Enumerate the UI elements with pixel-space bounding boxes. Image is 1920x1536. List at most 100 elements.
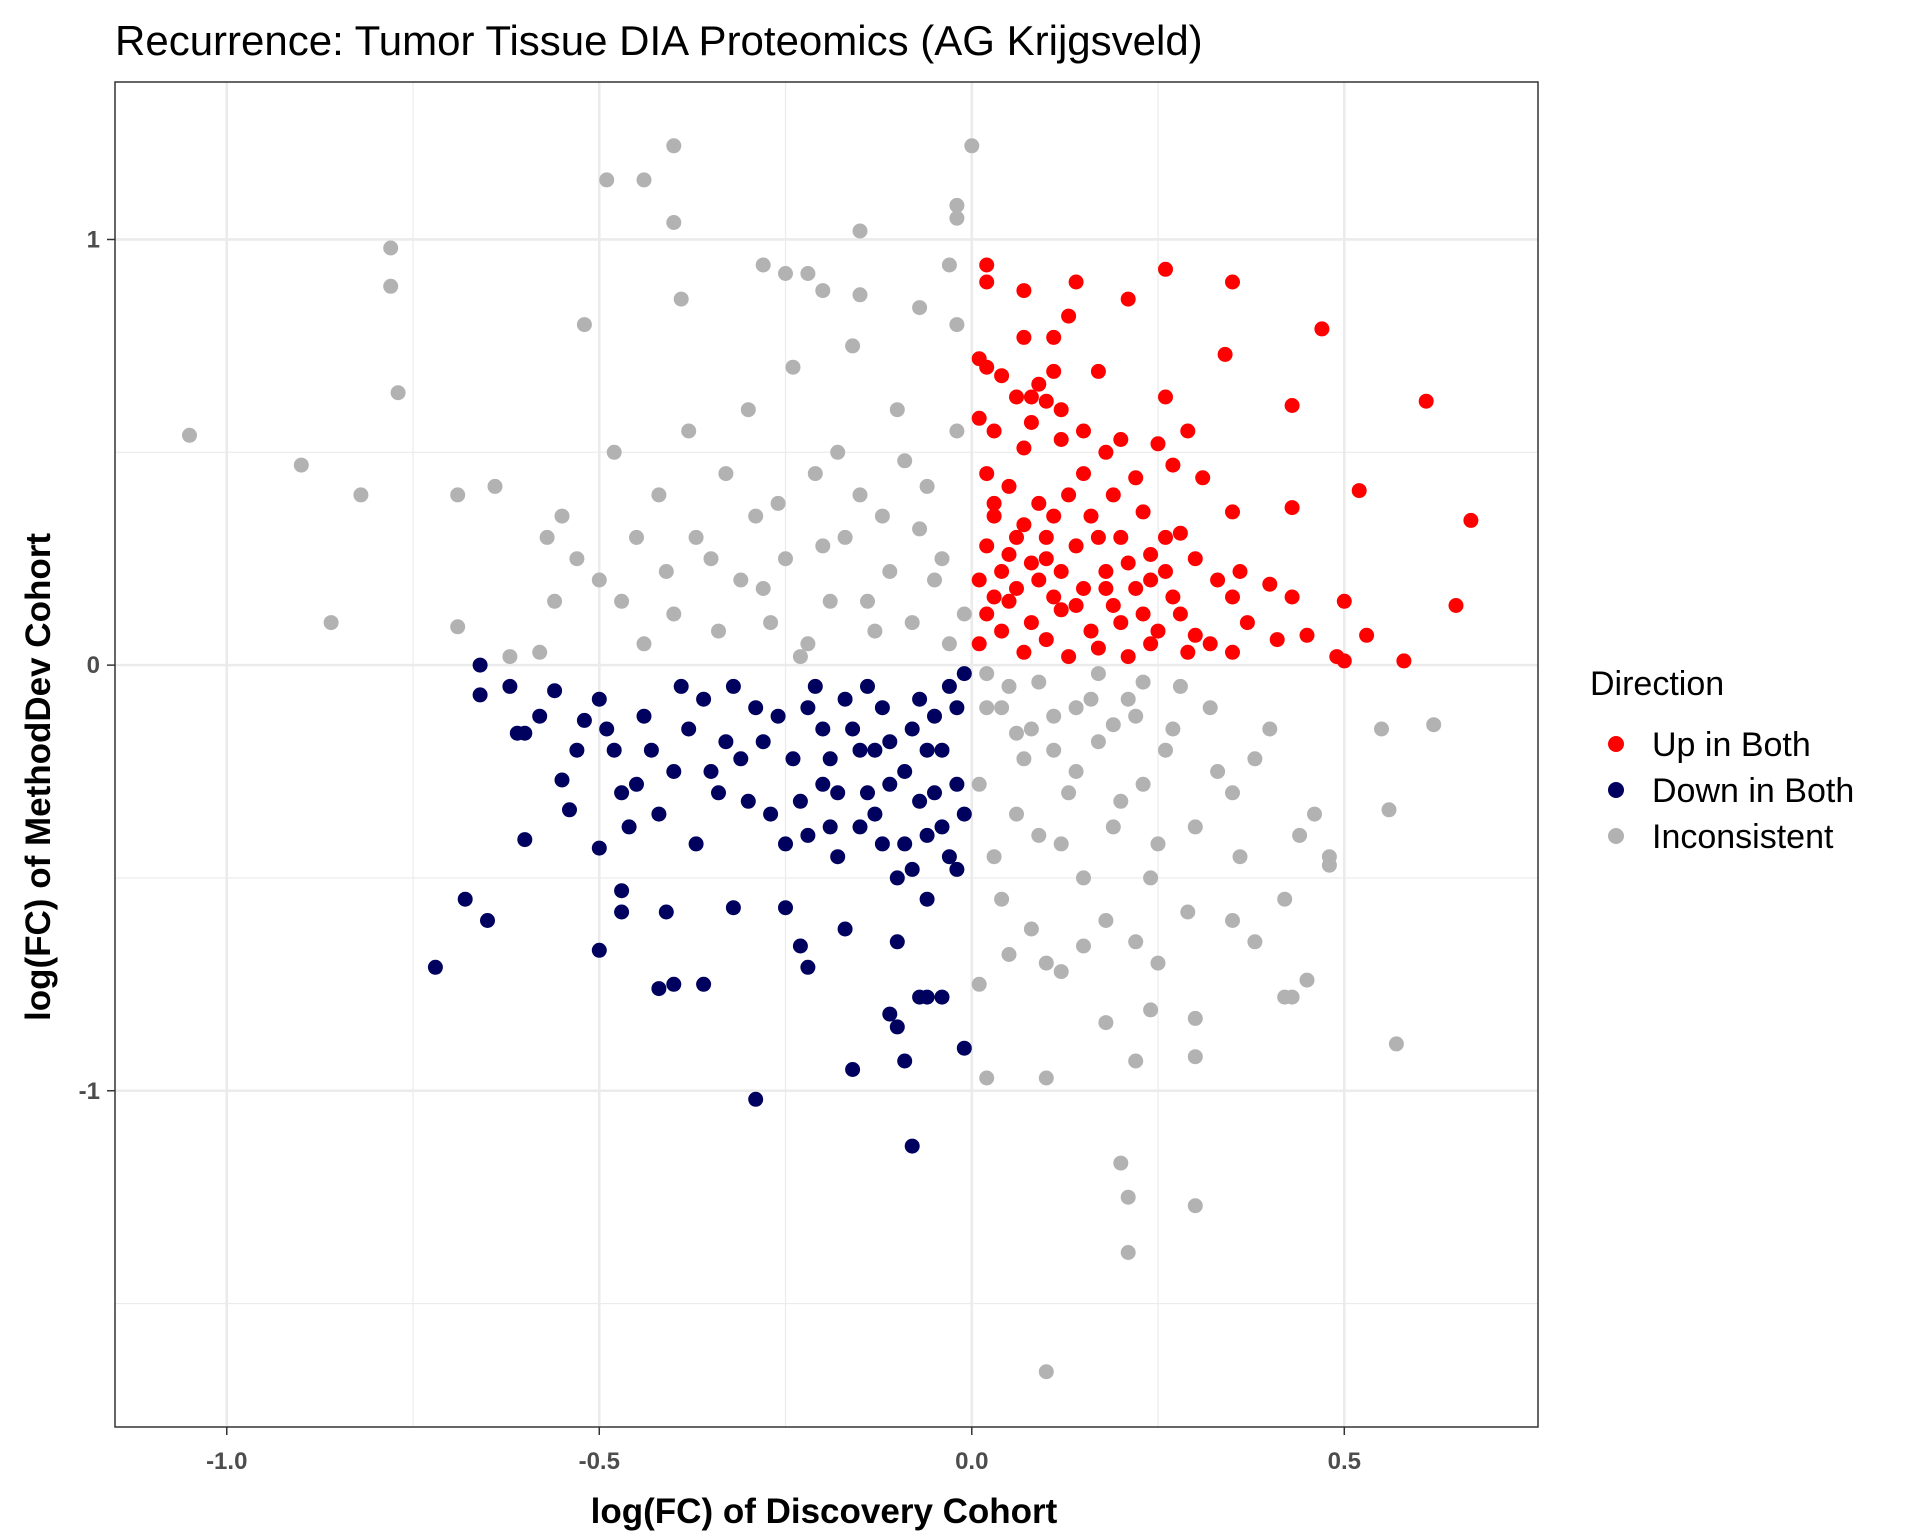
data-point <box>1187 1010 1203 1026</box>
data-point <box>830 785 846 801</box>
data-point <box>1292 827 1308 843</box>
data-point <box>1053 964 1069 980</box>
data-point <box>882 776 898 792</box>
data-point <box>1299 627 1315 643</box>
data-point <box>1090 529 1106 545</box>
data-point <box>1158 742 1173 758</box>
data-point <box>1038 551 1054 567</box>
data-point <box>1396 653 1412 669</box>
data-point <box>450 619 466 635</box>
data-point <box>673 678 689 694</box>
data-point <box>1180 423 1196 439</box>
data-point <box>725 900 741 916</box>
data-point <box>800 827 816 843</box>
data-point <box>614 904 630 920</box>
data-point <box>897 453 913 469</box>
data-point <box>1172 678 1188 694</box>
data-point <box>1418 393 1434 409</box>
data-point <box>956 1040 972 1056</box>
data-point <box>867 623 883 639</box>
data-point <box>1098 564 1114 579</box>
x-tick-label-1: -0.5 <box>579 1448 620 1475</box>
data-point <box>919 827 935 843</box>
data-point <box>800 266 816 281</box>
x-tick-label-3: 0.5 <box>1328 1448 1361 1475</box>
data-point <box>1038 393 1054 409</box>
data-point <box>1150 623 1166 639</box>
data-point <box>949 861 965 877</box>
data-point <box>383 278 399 294</box>
data-point <box>1009 725 1024 741</box>
data-point <box>1158 261 1173 277</box>
data-point <box>636 708 652 724</box>
data-point <box>979 666 995 682</box>
data-point <box>949 423 965 439</box>
x-axis-title: log(FC) of Discovery Cohort <box>591 1492 1058 1531</box>
data-point <box>800 700 816 716</box>
data-point <box>792 938 808 954</box>
data-point <box>1053 564 1069 579</box>
data-point <box>912 300 928 316</box>
data-point <box>755 581 771 596</box>
data-point <box>1009 581 1024 596</box>
data-point <box>591 840 607 856</box>
data-point <box>1061 308 1077 324</box>
data-point <box>1053 402 1069 418</box>
data-point <box>718 466 734 482</box>
data-point <box>1165 589 1181 605</box>
data-point <box>1090 734 1106 750</box>
data-point <box>599 172 615 188</box>
data-point <box>882 734 898 750</box>
data-point <box>1210 572 1226 588</box>
data-point <box>897 836 913 852</box>
data-point <box>852 819 868 835</box>
series-1 <box>427 657 972 1154</box>
data-point <box>1083 508 1099 524</box>
data-point <box>986 849 1002 865</box>
data-point <box>1113 432 1129 447</box>
data-point <box>986 589 1002 605</box>
data-point <box>576 712 592 728</box>
data-point <box>882 1006 898 1022</box>
data-point <box>1187 819 1203 835</box>
data-point <box>815 283 831 299</box>
y-axis-title: log(FC) of MethodDev Cohort <box>19 533 58 1021</box>
data-point <box>845 721 861 737</box>
data-point <box>1038 955 1054 971</box>
data-point <box>576 317 592 333</box>
data-point <box>979 466 995 482</box>
data-point <box>1001 547 1017 562</box>
data-point <box>852 287 868 303</box>
data-point <box>390 385 406 401</box>
data-point <box>964 138 980 154</box>
data-point <box>770 708 786 724</box>
data-point <box>1239 615 1255 631</box>
data-point <box>733 572 749 588</box>
data-point <box>1135 504 1151 520</box>
data-point <box>1307 806 1322 822</box>
data-point <box>1023 721 1039 737</box>
data-point <box>636 172 652 188</box>
data-point <box>1061 487 1077 503</box>
data-point <box>979 274 995 290</box>
data-point <box>1083 691 1099 707</box>
data-point <box>904 615 920 631</box>
data-point <box>1314 321 1330 337</box>
data-point <box>949 317 965 333</box>
data-point <box>897 1053 913 1069</box>
data-point <box>1105 819 1121 835</box>
data-point <box>927 708 942 724</box>
data-point <box>1150 955 1166 971</box>
data-point <box>427 959 443 975</box>
data-point <box>1135 674 1151 690</box>
data-point <box>1023 389 1039 405</box>
data-point <box>1046 508 1062 524</box>
data-point <box>822 751 838 767</box>
data-point <box>569 742 585 758</box>
data-point <box>323 615 339 631</box>
data-point <box>860 593 875 609</box>
data-point <box>711 623 726 639</box>
data-point <box>919 742 935 758</box>
data-point <box>904 721 920 737</box>
data-point <box>941 678 957 694</box>
